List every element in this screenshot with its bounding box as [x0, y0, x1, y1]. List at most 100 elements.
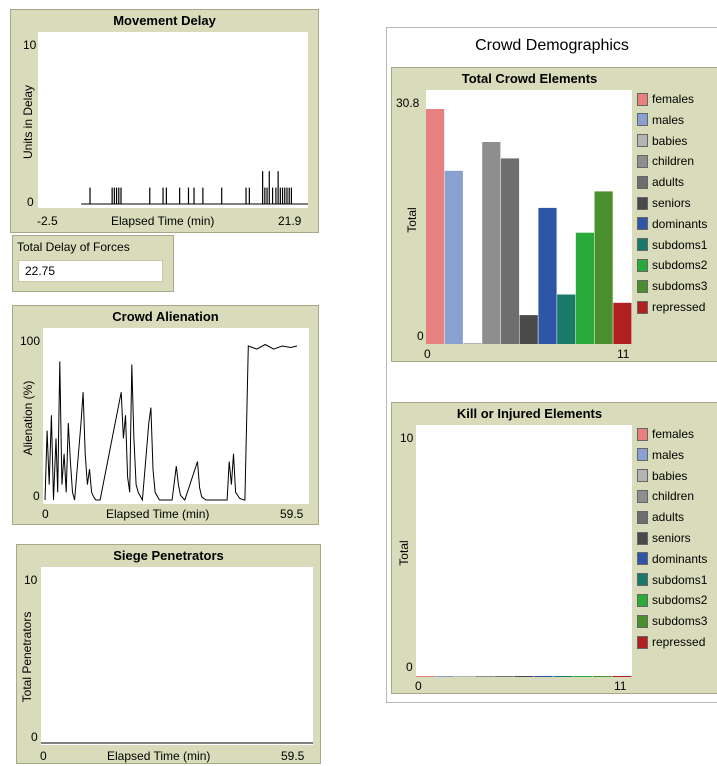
x-min-tick: 0 — [415, 679, 422, 693]
movement-delay-chart — [81, 171, 308, 205]
legend-label: females — [652, 92, 695, 106]
bar-males — [444, 170, 463, 344]
legend-swatch — [637, 469, 648, 483]
legend-label: seniors — [652, 531, 691, 545]
y-axis-label: Total — [397, 540, 411, 566]
legend-swatch — [637, 258, 648, 272]
bar-adults — [500, 158, 520, 344]
legend-item-subdoms1: subdoms1 — [637, 236, 707, 254]
total-crowd-elements-title: Total Crowd Elements — [461, 71, 598, 86]
legend-label: subdoms3 — [652, 279, 708, 294]
legend-swatch — [637, 134, 648, 148]
bar-males — [435, 676, 455, 677]
x-max-tick: 11 — [614, 679, 627, 693]
crowd-alienation-plot-panel: Crowd Alienation 100 0 Alienation (%) 0 … — [12, 305, 319, 525]
legend-item-males: males — [637, 111, 684, 129]
legend-item-subdoms3: subdoms3 — [637, 612, 707, 630]
kill-injured-elements-legend: females males babies children adults seniors d… — [637, 425, 717, 675]
legend-item-children: children — [637, 152, 694, 170]
total-crowd-elements-chart — [426, 109, 632, 344]
legend-label: males — [652, 447, 685, 462]
legend-swatch — [637, 427, 648, 441]
legend-item-repressed: repressed — [637, 633, 705, 651]
legend-swatch — [637, 635, 648, 649]
legend-item-females: females — [637, 90, 694, 108]
y-min-tick: 0 — [27, 195, 34, 209]
legend-swatch — [637, 489, 648, 503]
legend-swatch — [637, 154, 648, 168]
total-delay-value: 22.75 — [18, 260, 163, 282]
legend-item-adults: adults — [637, 508, 684, 526]
crowd-alienation-chart — [44, 343, 298, 502]
crowd-demographics-title: Crowd Demographics — [475, 37, 629, 54]
y-max-tick: 10 — [400, 431, 414, 445]
x-min-tick: -2.5 — [37, 214, 58, 228]
legend-item-adults: adults — [637, 173, 684, 191]
bar-repressed — [612, 676, 632, 677]
movement-delay-plot-area — [38, 32, 308, 208]
x-max-tick: 59.5 — [280, 507, 304, 521]
legend-item-dominants: dominants — [637, 550, 707, 568]
legend-swatch — [637, 238, 648, 252]
bar-subdoms1 — [553, 676, 573, 677]
legend-item-children: children — [637, 487, 694, 505]
legend-label: children — [652, 154, 695, 169]
bar-seniors — [519, 315, 538, 344]
y-max-tick: 10 — [23, 38, 37, 52]
bar-subdoms2 — [573, 676, 593, 677]
bar-children — [482, 142, 501, 344]
bar-children — [474, 676, 494, 677]
legend-swatch — [637, 113, 648, 127]
x-min-tick: 0 — [40, 749, 47, 763]
legend-label: females — [652, 427, 695, 441]
legend-swatch — [637, 196, 648, 210]
legend-label: babies — [652, 133, 688, 148]
legend-swatch — [637, 552, 648, 566]
movement-delay-plot-panel: Movement Delay 10 0 Units in Delay -2.5 … — [10, 9, 319, 233]
crowd-alienation-title: Crowd Alienation — [112, 309, 219, 324]
legend-item-seniors: seniors — [637, 529, 691, 547]
bar-females — [426, 109, 445, 344]
legend-swatch — [637, 300, 648, 314]
y-axis-label: Total — [405, 207, 419, 233]
legend-swatch — [637, 510, 648, 524]
y-min-tick: 0 — [417, 329, 424, 343]
alienation-series-line — [44, 343, 298, 502]
legend-item-babies: babies — [637, 467, 687, 485]
legend-label: subdoms1 — [652, 237, 708, 252]
kill-injured-elements-plot-area — [416, 425, 632, 677]
bar-females — [416, 676, 436, 677]
x-axis-label: Elapsed Time (min) — [107, 749, 211, 763]
legend-item-subdoms1: subdoms1 — [637, 571, 707, 589]
siege-penetrators-chart — [41, 742, 313, 744]
legend-item-babies: babies — [637, 132, 687, 150]
legend-swatch — [637, 531, 648, 545]
y-max-tick: 10 — [24, 573, 38, 587]
bar-repressed — [613, 302, 632, 344]
bar-babies — [463, 343, 482, 344]
kill-injured-elements-chart — [416, 676, 632, 677]
bar-seniors — [514, 676, 534, 677]
legend-item-males: males — [637, 446, 684, 464]
legend-label: children — [652, 489, 695, 504]
legend-label: subdoms3 — [652, 614, 708, 629]
x-min-tick: 0 — [42, 507, 49, 521]
legend-label: seniors — [652, 196, 691, 210]
legend-item-subdoms3: subdoms3 — [637, 277, 707, 295]
bar-dominants — [533, 676, 553, 677]
y-axis-label: Alienation (%) — [21, 380, 35, 456]
legend-item-dominants: dominants — [637, 215, 707, 233]
total-crowd-elements-legend: females males babies children adults seniors d… — [637, 90, 717, 340]
legend-label: males — [652, 112, 685, 127]
y-max-tick: 100 — [20, 334, 41, 348]
legend-label: dominants — [652, 551, 708, 566]
legend-swatch — [637, 593, 648, 607]
x-max-tick: 59.5 — [281, 749, 305, 763]
legend-item-females: females — [637, 425, 694, 443]
legend-label: subdoms2 — [652, 258, 708, 273]
legend-item-subdoms2: subdoms2 — [637, 256, 707, 274]
bar-subdoms3 — [592, 676, 612, 677]
legend-label: subdoms2 — [652, 593, 708, 608]
x-axis-label: Elapsed Time (min) — [111, 214, 215, 228]
x-min-tick: 0 — [424, 347, 431, 361]
